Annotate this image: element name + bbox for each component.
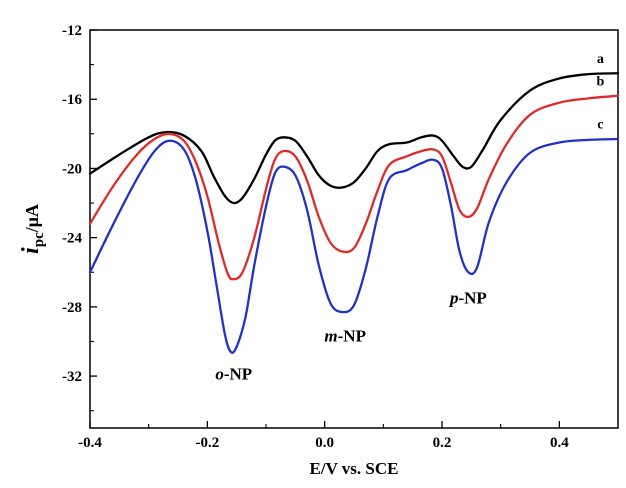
y-axis-title-unit: /μA xyxy=(22,204,42,233)
y-tick-label: -32 xyxy=(62,369,82,385)
y-tick-label: -24 xyxy=(62,231,82,247)
peak-label-suffix: -NP xyxy=(224,365,252,384)
peak-label-pnp: p-NP xyxy=(448,288,487,307)
x-axis: -0.4 -0.2 0.0 0.2 0.4 xyxy=(78,421,569,451)
peak-label-suffix: -NP xyxy=(338,326,366,345)
series-line-c xyxy=(88,137,620,354)
y-axis-title: ipc/μA xyxy=(18,204,47,254)
peak-label-mnp: m-NP xyxy=(324,326,366,345)
curve-label-a: a xyxy=(597,52,604,67)
peak-label-prefix: p xyxy=(448,288,459,307)
peak-label-prefix: m xyxy=(324,326,337,345)
plot-frame xyxy=(89,29,619,429)
x-tick-label: 0.2 xyxy=(433,435,452,451)
y-axis-title-main: i xyxy=(18,247,44,254)
series-line-b xyxy=(88,94,620,281)
x-tick-label: 0.4 xyxy=(550,435,569,451)
y-tick-label: -12 xyxy=(62,23,82,39)
peak-label-prefix: o xyxy=(215,365,224,384)
y-tick-label: -28 xyxy=(62,300,82,316)
x-tick-label: -0.4 xyxy=(78,435,102,451)
curve-label-b: b xyxy=(597,74,605,89)
plot-border xyxy=(89,29,619,429)
y-tick-label: -16 xyxy=(62,92,82,108)
y-tick-label: -20 xyxy=(62,161,82,177)
y-axis-title-sub: pc xyxy=(31,232,47,247)
y-axis: -12 -16 -20 -24 -28 -32 xyxy=(62,23,97,412)
x-axis-title: E/V vs. SCE xyxy=(310,459,399,478)
series-line-a xyxy=(88,72,620,205)
peak-label-suffix: -NP xyxy=(458,288,486,307)
curve-label-c: c xyxy=(597,118,603,133)
x-tick-label: 0.0 xyxy=(315,435,334,451)
x-tick-label: -0.2 xyxy=(195,435,219,451)
peak-label-onp: o-NP xyxy=(215,365,252,384)
series-layer xyxy=(88,72,620,354)
